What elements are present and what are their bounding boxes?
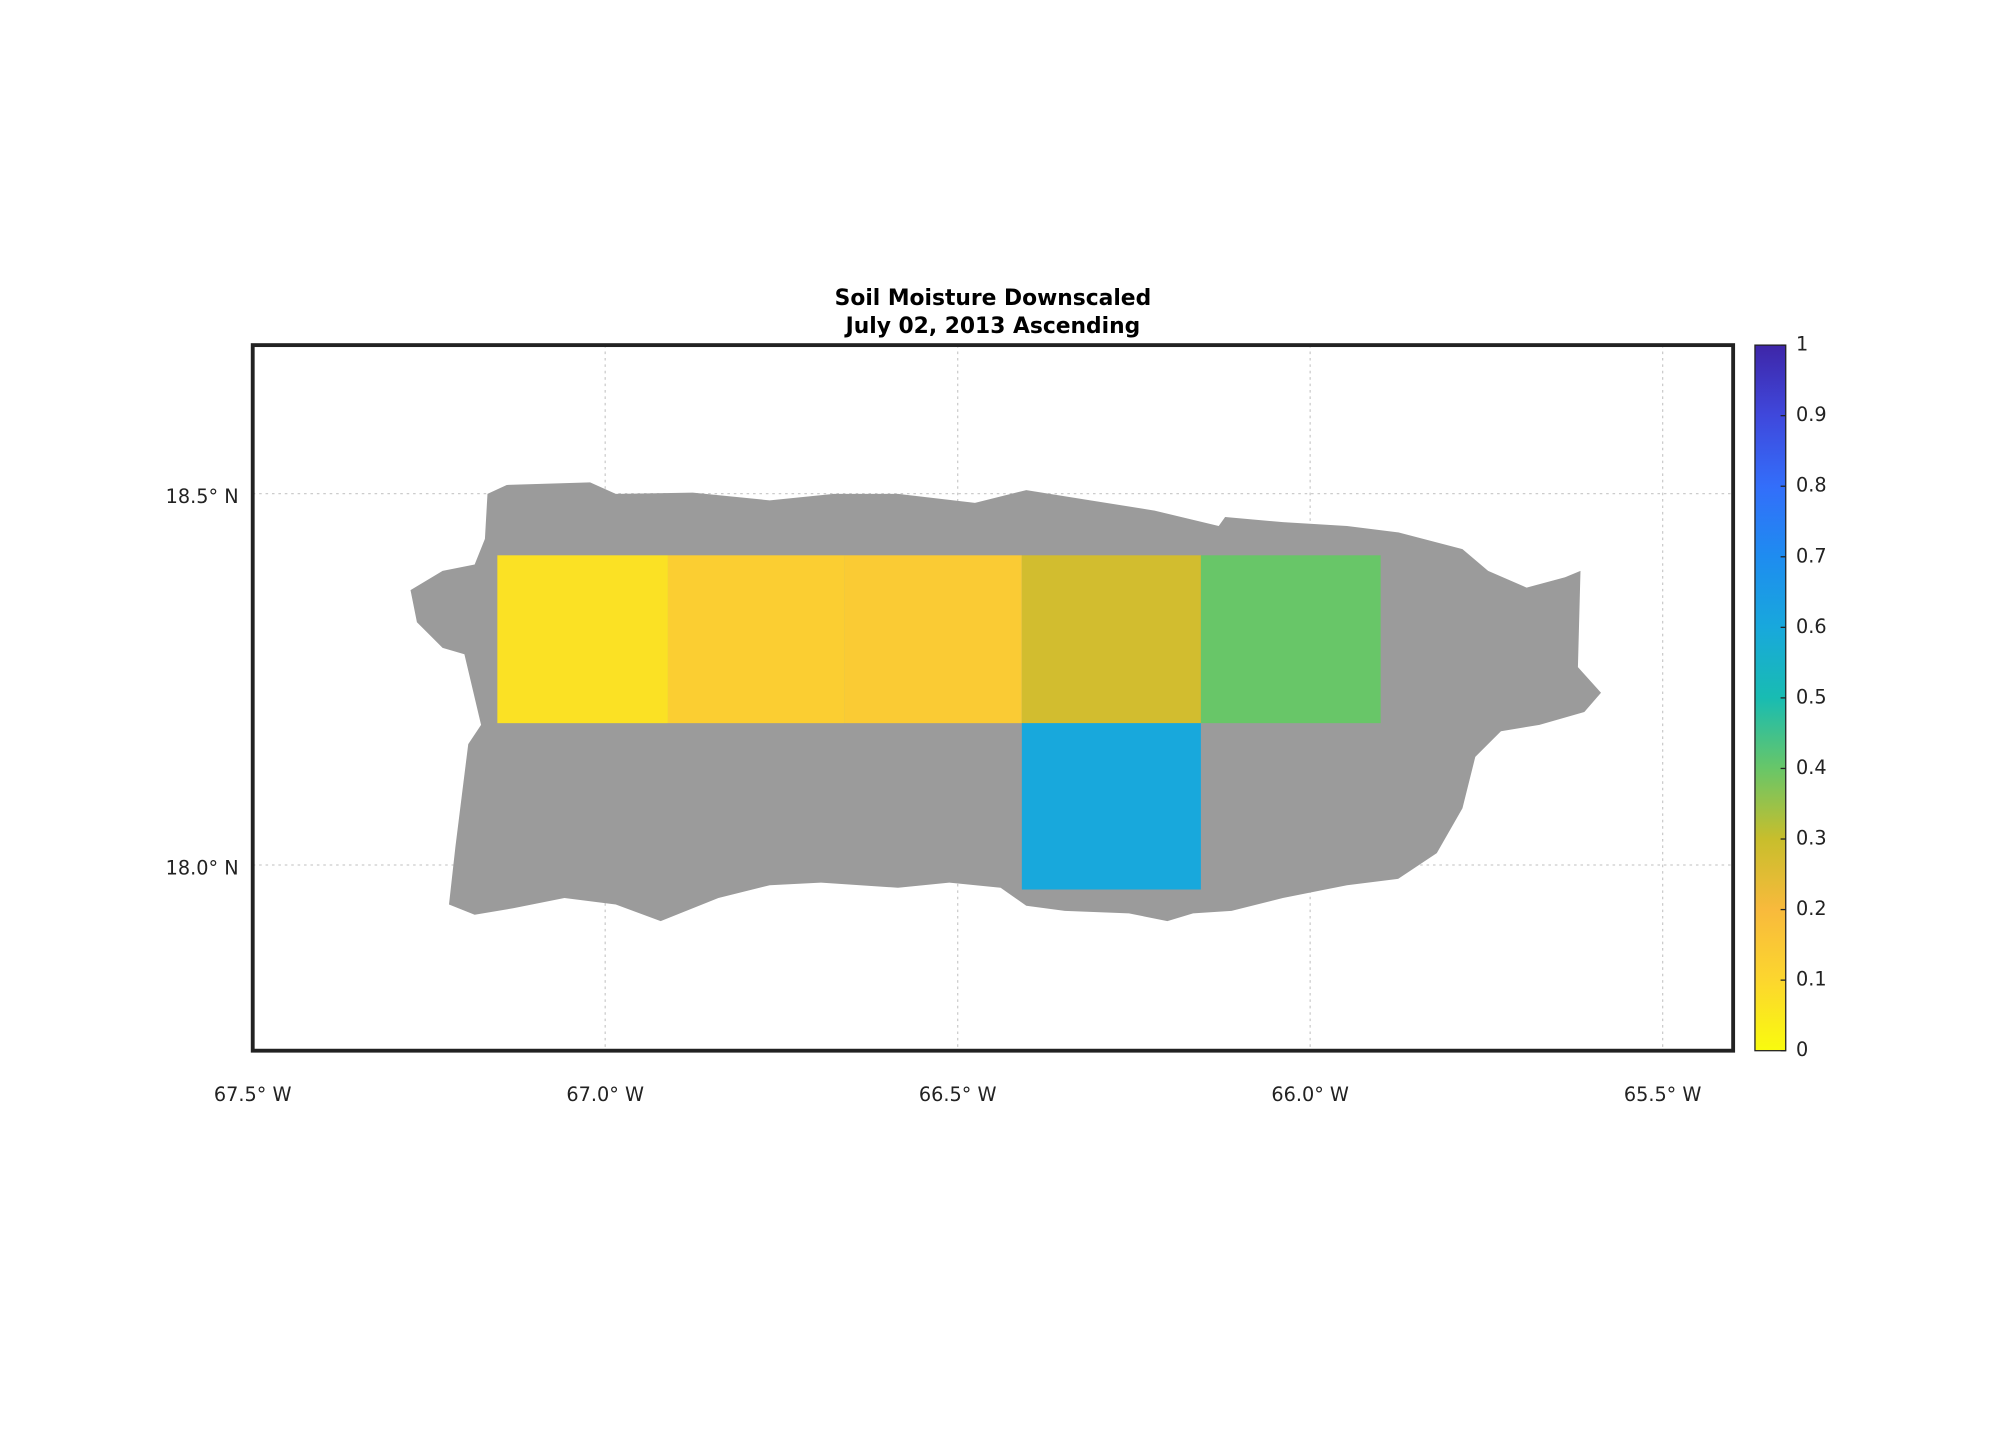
colorbar-tick-label: 0.5 [1796,685,1827,708]
moisture-cell [667,555,845,724]
moisture-cell [1200,555,1381,724]
x-tick-label: 67.0° W [566,1083,644,1106]
colorbar-tick-label: 1 [1796,333,1808,356]
colorbar-tick-label: 0 [1796,1038,1808,1061]
y-tick-label: 18.5° N [166,485,239,508]
colorbar-tick-label: 0.1 [1796,968,1827,991]
moisture-cell [1021,723,1201,890]
chart-subtitle: July 02, 2013 Ascending [844,314,1141,339]
colorbar-tick-label: 0.3 [1796,827,1827,850]
colorbar-tick-label: 0.8 [1796,474,1827,497]
x-tick-label: 66.5° W [919,1083,997,1106]
axes-frame [250,343,1736,1053]
chart-title: Soil Moisture Downscaled [835,286,1152,311]
x-tick-label: 66.0° W [1271,1083,1349,1106]
y-tick-label: 18.0° N [166,856,239,879]
colorbar-tick-label: 0.6 [1796,615,1827,638]
moisture-cell [844,555,1022,724]
colorbar-tick-label: 0.4 [1796,756,1827,779]
moisture-cell [497,555,668,724]
colorbar-tick-label: 0.9 [1796,403,1827,426]
x-tick-label: 65.5° W [1624,1083,1702,1106]
moisture-cell [1021,555,1201,724]
colorbar-tick-label: 0.2 [1796,897,1827,920]
colorbar-tick-label: 0.7 [1796,544,1827,567]
x-tick-label: 67.5° W [214,1083,292,1106]
